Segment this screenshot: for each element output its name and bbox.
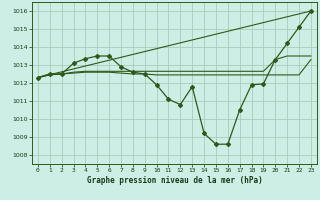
X-axis label: Graphe pression niveau de la mer (hPa): Graphe pression niveau de la mer (hPa) [86, 176, 262, 185]
